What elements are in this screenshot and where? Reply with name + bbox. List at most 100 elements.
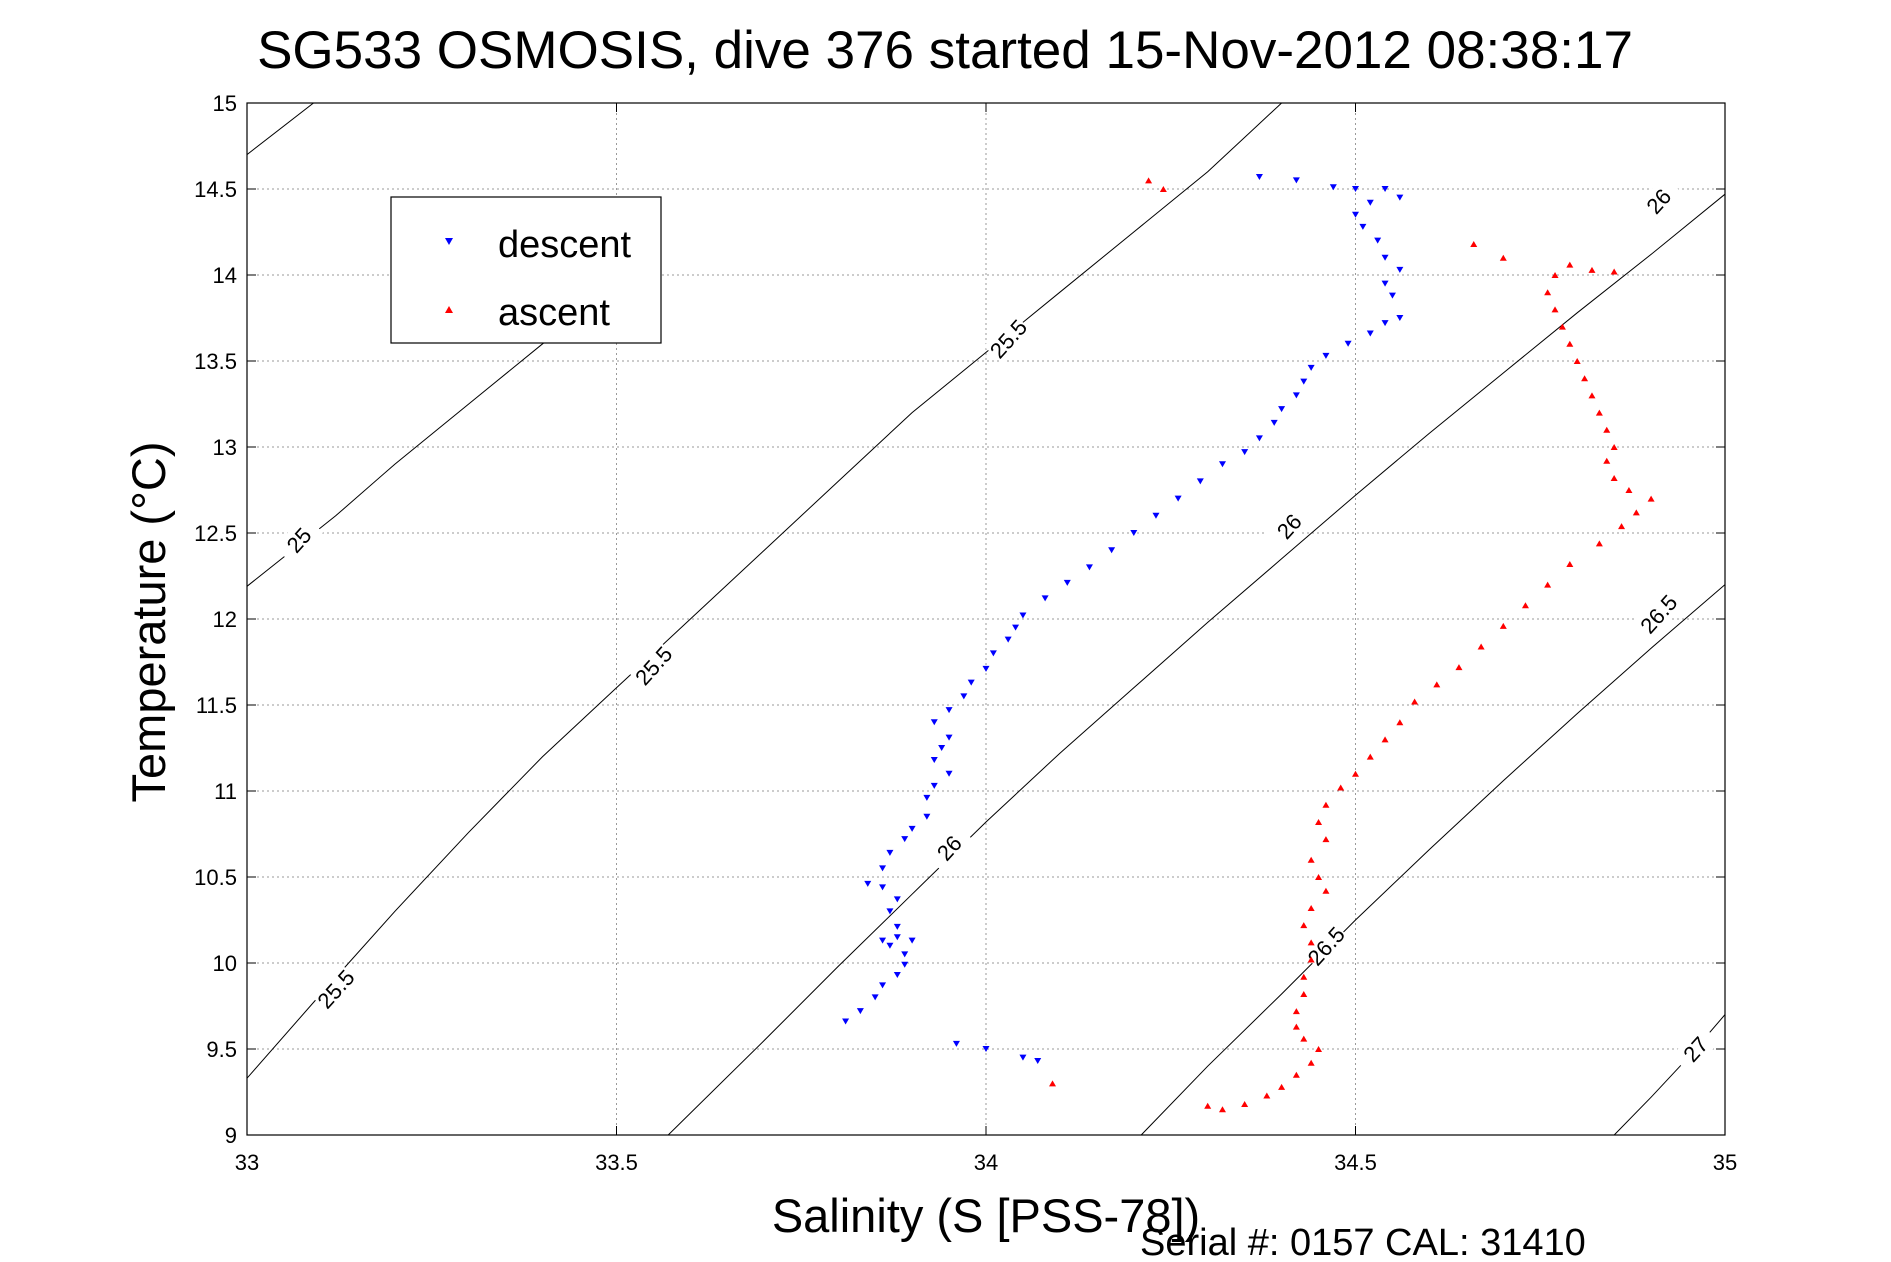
ascent-point bbox=[1470, 241, 1478, 248]
ascent-point bbox=[1566, 560, 1574, 567]
descent-point bbox=[1270, 419, 1278, 426]
ascent-point bbox=[1307, 904, 1315, 911]
descent-point bbox=[1396, 194, 1404, 201]
density-contour-26 bbox=[667, 193, 1725, 1135]
y-axis-ticks: 9 9.5 10 10.5 11 11.5 12 12.5 13 13.5 14 14.5 15 bbox=[194, 91, 1725, 1148]
x-tick-label: 34 bbox=[974, 1150, 998, 1175]
ascent-point bbox=[1366, 753, 1374, 760]
descent-point bbox=[856, 1008, 864, 1015]
ascent-point bbox=[1610, 444, 1618, 450]
descent-point bbox=[1381, 320, 1389, 327]
x-axis-ticks: 33 33.5 34 34.5 35 bbox=[235, 103, 1737, 1175]
descent-point bbox=[1012, 624, 1020, 631]
y-tick-label: 13.5 bbox=[194, 349, 237, 374]
descent-point bbox=[842, 1018, 850, 1025]
descent-point bbox=[1388, 292, 1396, 299]
descent-point bbox=[893, 923, 901, 930]
ascent-point bbox=[1499, 622, 1507, 629]
ascent-point bbox=[1337, 784, 1345, 791]
ascent-point bbox=[1521, 602, 1529, 609]
descent-point bbox=[923, 813, 931, 820]
ascent-point bbox=[1603, 426, 1611, 433]
ascent-point bbox=[1588, 266, 1596, 273]
descent-point bbox=[908, 825, 916, 832]
ascent-point bbox=[1159, 186, 1167, 192]
ascent-point bbox=[1625, 487, 1633, 493]
x-tick-label: 35 bbox=[1713, 1150, 1737, 1175]
x-tick-label: 33 bbox=[235, 1150, 259, 1175]
descent-point bbox=[886, 908, 894, 915]
descent-point bbox=[930, 757, 938, 764]
y-tick-label: 10 bbox=[213, 951, 237, 976]
ascent-point bbox=[1292, 1008, 1300, 1015]
descent-point bbox=[901, 961, 909, 968]
ascent-point bbox=[1352, 770, 1359, 777]
ascent-point bbox=[1292, 1023, 1300, 1030]
descent-point bbox=[960, 693, 968, 700]
y-tick-label: 9.5 bbox=[206, 1037, 237, 1062]
ascent-point bbox=[1315, 818, 1323, 825]
ascent-point bbox=[1300, 973, 1308, 980]
descent-point bbox=[1381, 280, 1389, 287]
descent-point bbox=[1366, 330, 1374, 337]
ascent-point bbox=[1307, 956, 1315, 963]
x-tick-label: 34.5 bbox=[1334, 1150, 1377, 1175]
descent-point bbox=[1034, 1058, 1042, 1065]
contour-label-backdrop bbox=[1634, 175, 1683, 227]
descent-point bbox=[893, 934, 901, 941]
descent-point bbox=[1352, 186, 1359, 192]
ascent-point bbox=[1558, 323, 1566, 330]
descent-point bbox=[945, 707, 953, 714]
descent-point bbox=[1130, 530, 1138, 536]
ascent-point bbox=[1381, 736, 1389, 743]
legend-ascent-label: ascent bbox=[498, 292, 610, 334]
descent-point bbox=[1278, 406, 1286, 413]
ascent-point bbox=[1322, 887, 1330, 894]
descent-point bbox=[1381, 254, 1389, 261]
legend-descent-label: descent bbox=[498, 224, 632, 266]
y-tick-label: 9 bbox=[225, 1123, 237, 1148]
serial-cal-footer: Serial #: 0157 CAL: 31410 bbox=[1140, 1222, 1586, 1262]
descent-point bbox=[1152, 512, 1160, 519]
ascent-point bbox=[1499, 254, 1507, 261]
contour-label-backdrop bbox=[274, 514, 324, 565]
descent-point bbox=[879, 937, 887, 944]
descent-point bbox=[1374, 237, 1382, 244]
descent-point bbox=[1366, 199, 1374, 206]
legend-descent-marker bbox=[445, 238, 453, 245]
descent-point bbox=[879, 884, 887, 891]
descent-point bbox=[1019, 1054, 1027, 1061]
ascent-point bbox=[1204, 1102, 1212, 1109]
ascent-point bbox=[1049, 1080, 1057, 1087]
legend-box bbox=[390, 196, 662, 344]
descent-point bbox=[1255, 173, 1263, 180]
ascent-point bbox=[1647, 495, 1655, 502]
ascent-point bbox=[1307, 1059, 1315, 1066]
y-tick-label: 14 bbox=[213, 263, 237, 288]
descent-point bbox=[1041, 595, 1049, 602]
contour-label-backdrop bbox=[1301, 920, 1351, 971]
descent-point bbox=[952, 1040, 960, 1047]
descent-point bbox=[1359, 223, 1367, 230]
y-axis-label: Temperature (°C) bbox=[122, 442, 175, 803]
descent-point bbox=[886, 849, 894, 856]
descent-point bbox=[930, 719, 938, 726]
contour-label-backdrop bbox=[983, 313, 1033, 364]
ascent-point bbox=[1618, 523, 1626, 530]
ascent-point bbox=[1573, 358, 1581, 364]
descent-point bbox=[1307, 364, 1315, 371]
ascent-point bbox=[1241, 1101, 1249, 1108]
descent-point bbox=[1218, 461, 1226, 468]
descent-point bbox=[893, 896, 901, 903]
series-descent bbox=[842, 173, 1404, 1065]
y-tick-label: 13 bbox=[213, 435, 237, 460]
descent-point bbox=[879, 865, 887, 872]
descent-point bbox=[1004, 636, 1012, 643]
descent-point bbox=[1241, 449, 1249, 456]
ascent-point bbox=[1218, 1106, 1226, 1113]
legend-ascent-marker bbox=[445, 306, 453, 313]
ascent-point bbox=[1566, 340, 1574, 347]
ascent-point bbox=[1292, 1071, 1300, 1078]
y-tick-label: 15 bbox=[213, 91, 237, 116]
